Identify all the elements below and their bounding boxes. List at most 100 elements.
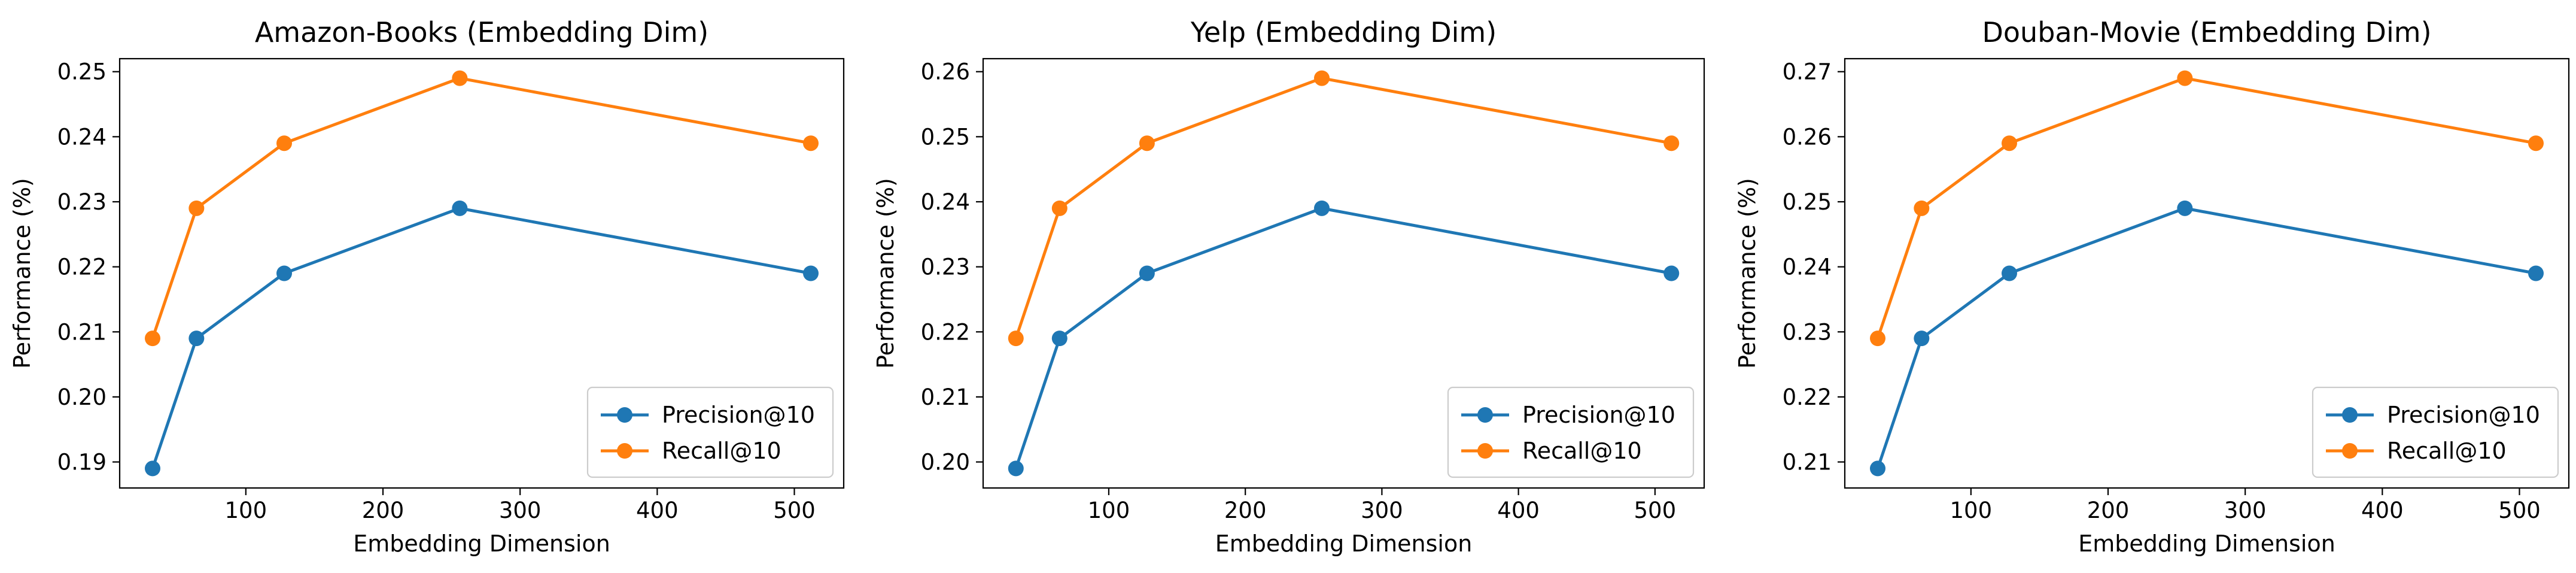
x-tick-label: 300	[2224, 498, 2267, 523]
data-point-precision-at-10	[145, 460, 160, 477]
data-point-recall-at-10	[188, 200, 205, 216]
data-point-precision-at-10	[276, 265, 292, 281]
x-tick-label: 400	[636, 498, 679, 523]
data-point-precision-at-10	[188, 331, 205, 347]
y-tick-label: 0.27	[1783, 59, 1832, 85]
legend-marker	[1477, 443, 1493, 459]
data-point-precision-at-10	[1663, 265, 1680, 281]
x-tick-label: 200	[1224, 498, 1267, 523]
x-tick-label: 400	[2361, 498, 2404, 523]
legend: Precision@10 Recall@10	[2312, 386, 2559, 478]
data-point-recall-at-10	[145, 331, 160, 347]
x-axis-label: Embedding Dimension	[2078, 530, 2335, 557]
data-point-recall-at-10	[2002, 135, 2017, 151]
data-point-precision-at-10	[1313, 200, 1330, 216]
data-point-precision-at-10	[452, 200, 468, 216]
y-tick-label: 0.21	[57, 319, 107, 345]
y-tick-label: 0.25	[57, 59, 107, 85]
legend-marker	[2342, 407, 2358, 423]
data-point-recall-at-10	[2528, 135, 2544, 151]
x-tick-label: 300	[499, 498, 542, 523]
x-tick-label: 300	[1361, 498, 1403, 523]
legend-marker	[617, 443, 632, 459]
subplot-2: Yelp (Embedding Dim) 100 200 300 400 500 0.20 0…	[872, 16, 1705, 557]
y-tick-label: 0.24	[1783, 254, 1832, 280]
x-tick-label: 500	[2498, 498, 2541, 523]
chart-title: Amazon-Books (Embedding Dim)	[255, 16, 708, 48]
data-point-recall-at-10	[1914, 200, 1930, 216]
y-tick-label: 0.22	[921, 319, 970, 345]
x-axis-label: Embedding Dimension	[353, 530, 610, 557]
y-tick-label: 0.19	[57, 450, 107, 475]
legend-label: Recall@10	[662, 438, 781, 464]
legend-box	[2312, 386, 2559, 478]
y-tick-label: 0.21	[921, 384, 970, 410]
chart-title: Douban-Movie (Embedding Dim)	[1982, 16, 2431, 48]
data-point-precision-at-10	[1139, 265, 1155, 281]
legend-label: Recall@10	[2387, 438, 2507, 464]
x-tick-label: 200	[362, 498, 405, 523]
x-tick-label: 500	[1634, 498, 1677, 523]
y-axis-label: Performance (%)	[9, 178, 35, 369]
legend: Precision@10 Recall@10	[1447, 386, 1695, 478]
y-tick-label: 0.24	[57, 124, 107, 150]
y-tick-label: 0.23	[921, 254, 970, 280]
y-tick-label: 0.26	[921, 59, 970, 85]
y-tick-label: 0.22	[1783, 384, 1832, 410]
plot-frame	[982, 57, 1705, 489]
data-point-precision-at-10	[1051, 331, 1067, 347]
y-tick-label: 0.25	[921, 124, 970, 150]
legend-label: Precision@10	[1522, 402, 1675, 428]
legend-label: Precision@10	[662, 402, 815, 428]
x-tick-label: 100	[225, 498, 267, 523]
y-tick-label: 0.23	[1783, 319, 1832, 345]
y-tick-label: 0.23	[57, 189, 107, 215]
data-point-recall-at-10	[2177, 70, 2193, 86]
data-point-recall-at-10	[1313, 70, 1330, 86]
data-point-recall-at-10	[1008, 331, 1024, 347]
data-point-recall-at-10	[452, 70, 468, 86]
x-tick-label: 400	[1497, 498, 1540, 523]
data-point-precision-at-10	[1914, 331, 1930, 347]
data-point-recall-at-10	[1663, 135, 1680, 151]
y-tick-label: 0.20	[57, 384, 107, 410]
y-tick-label: 0.22	[57, 254, 107, 280]
data-point-recall-at-10	[1139, 135, 1155, 151]
y-tick-label: 0.20	[921, 450, 970, 475]
x-axis-label: Embedding Dimension	[1215, 530, 1473, 557]
x-tick-label: 200	[2087, 498, 2130, 523]
legend-marker	[2342, 443, 2358, 459]
x-tick-label: 100	[1950, 498, 1993, 523]
data-point-precision-at-10	[2002, 265, 2017, 281]
data-point-recall-at-10	[803, 135, 819, 151]
subplot-3: Douban-Movie (Embedding Dim) 100 200 300 400…	[1734, 16, 2570, 557]
data-point-recall-at-10	[1870, 331, 1885, 347]
data-point-recall-at-10	[1051, 200, 1067, 216]
y-tick-label: 0.21	[1783, 450, 1832, 475]
data-point-precision-at-10	[2528, 265, 2544, 281]
y-tick-label: 0.26	[1783, 124, 1832, 150]
chart-title: Yelp (Embedding Dim)	[1190, 16, 1497, 48]
data-point-precision-at-10	[1870, 460, 1885, 477]
legend-box	[586, 386, 834, 478]
legend-marker	[1477, 407, 1493, 423]
legend-label: Precision@10	[2387, 402, 2540, 428]
data-point-precision-at-10	[2177, 200, 2193, 216]
y-axis-label: Performance (%)	[1734, 178, 1760, 369]
x-tick-label: 500	[773, 498, 816, 523]
y-axis-label: Performance (%)	[872, 178, 899, 369]
plot-frame	[118, 57, 845, 489]
legend: Precision@10 Recall@10	[586, 386, 834, 478]
subplot-1: Amazon-Books (Embedding Dim) 100 200 300 400…	[9, 16, 845, 557]
data-point-precision-at-10	[1008, 460, 1024, 477]
legend-box	[1447, 386, 1695, 478]
y-tick-label: 0.24	[921, 189, 970, 215]
y-tick-label: 0.25	[1783, 189, 1832, 215]
legend-marker	[617, 407, 632, 423]
plot-frame	[1844, 57, 2570, 489]
x-tick-label: 100	[1088, 498, 1130, 523]
legend-label: Recall@10	[1522, 438, 1642, 464]
data-point-precision-at-10	[803, 265, 819, 281]
data-point-recall-at-10	[276, 135, 292, 151]
